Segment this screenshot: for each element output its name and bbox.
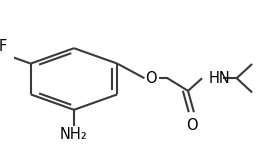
Text: O: O	[145, 71, 157, 86]
Text: HN: HN	[208, 71, 230, 86]
Text: NH₂: NH₂	[60, 127, 88, 142]
Text: F: F	[0, 39, 7, 54]
Text: O: O	[186, 118, 198, 133]
